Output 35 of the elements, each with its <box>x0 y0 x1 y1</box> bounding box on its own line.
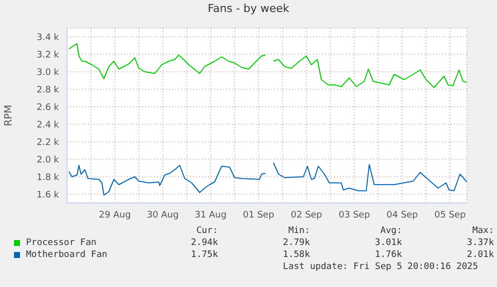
x-tick-label: 30 Aug <box>146 210 179 220</box>
chart-title: Fans - by week <box>206 2 290 15</box>
y-tick-label: 2.0 k <box>36 155 60 166</box>
legend-label: Processor Fan <box>25 237 98 249</box>
text: Avg: <box>379 225 402 237</box>
text: 2.01k <box>466 249 494 261</box>
y-tick-label: 3.0 k <box>36 68 60 78</box>
x-tick-label: 05 Sep <box>434 210 466 220</box>
text: Min: <box>287 225 310 237</box>
y-tick-label: 2.2 k <box>36 138 60 148</box>
x-tick-label: 03 Sep <box>338 210 370 220</box>
y-tick-label: 2.6 k <box>36 102 60 113</box>
x-tick-label: 02 Sep <box>290 210 322 220</box>
text: Max: <box>471 225 494 237</box>
y-axis-title: RPM <box>4 104 15 126</box>
x-tick-label: 01 Sep <box>242 210 274 220</box>
text: Cur: <box>195 225 218 237</box>
y-tick-label: 3.2 k <box>36 50 60 60</box>
y-tick-label: 2.4 k <box>36 120 60 130</box>
text: Last update: Fri Sep 5 20:00:16 2025 <box>282 261 479 273</box>
x-tick-label: 31 Aug <box>194 210 227 220</box>
text: 3.01k <box>374 237 402 249</box>
text: 1.58k <box>282 249 310 261</box>
x-tick-label: 29 Aug <box>98 210 131 220</box>
y-tick-label: 3.4 k <box>36 32 60 43</box>
y-tick-label: 1.8 k <box>36 172 60 183</box>
legend-label: Motherboard Fan <box>25 249 108 261</box>
y-tick-label: 2.8 k <box>36 85 60 96</box>
text: 2.79k <box>282 237 310 249</box>
text: 1.75k <box>190 249 218 261</box>
text: 2.94k <box>190 237 218 249</box>
x-tick-label: 04 Sep <box>386 210 418 220</box>
y-tick-label: 1.6 k <box>36 190 60 200</box>
text: 1.76k <box>374 249 402 261</box>
text: 3.37k <box>466 237 494 249</box>
